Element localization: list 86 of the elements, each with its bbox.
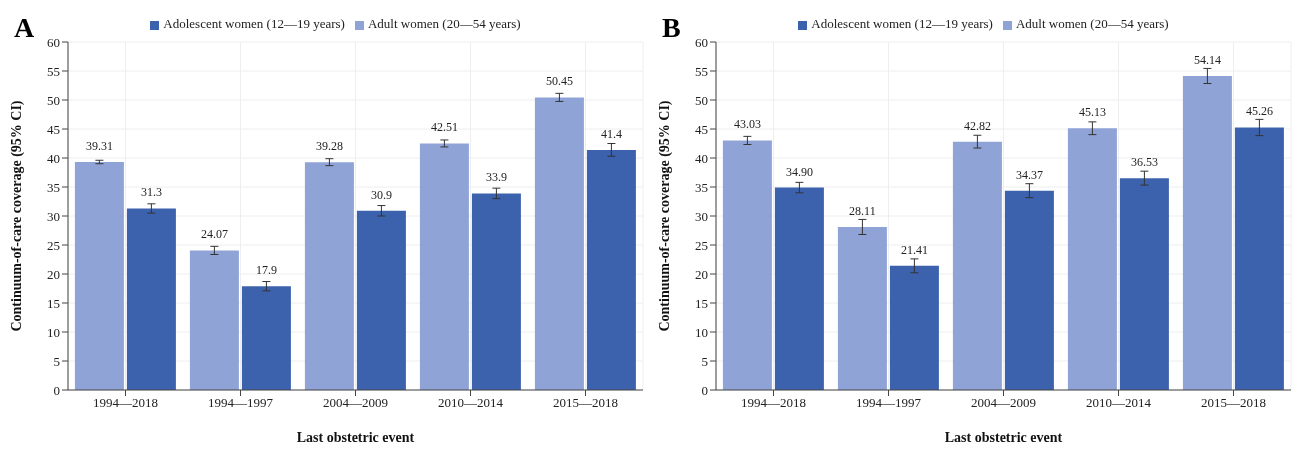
- y-tick-label: 5: [701, 353, 708, 369]
- y-tick-label: 50: [47, 92, 60, 108]
- data-label: 36.53: [1130, 155, 1158, 170]
- bar: [74, 162, 124, 390]
- y-tick-label: 50: [695, 92, 708, 108]
- data-label: 42.82: [963, 118, 991, 133]
- y-tick-label: 5: [53, 353, 60, 369]
- y-tick-label: 55: [695, 63, 708, 79]
- data-label: 39.28: [315, 139, 343, 154]
- bar: [1067, 128, 1117, 390]
- x-tick-label: 2010—2014: [438, 395, 504, 411]
- legend-label: Adolescent women (12—19 years): [811, 16, 993, 31]
- bar: [722, 140, 772, 390]
- bar: [241, 286, 291, 390]
- legend-label: Adult women (20—54 years): [1015, 16, 1169, 31]
- bar: [189, 250, 239, 390]
- y-tick-label: 15: [47, 295, 60, 311]
- x-tick-label: 2004—2009: [323, 395, 388, 411]
- legend-label: Adolescent women (12—19 years): [163, 16, 345, 31]
- data-label: 33.9: [485, 170, 507, 185]
- y-tick-label: 20: [47, 266, 60, 282]
- y-tick-label: 40: [47, 150, 60, 166]
- data-label: 50.45: [545, 74, 573, 89]
- y-tick-label: 55: [47, 63, 60, 79]
- y-tick-label: 60: [695, 34, 708, 50]
- data-label: 31.3: [140, 185, 162, 200]
- y-tick-label: 60: [47, 34, 60, 50]
- data-label: 21.41: [900, 242, 928, 257]
- y-axis-title: Continuum-of-care coverage (95% CI): [656, 100, 673, 332]
- data-label: 34.37: [1015, 167, 1043, 182]
- x-tick-label: 2015—2018: [1201, 395, 1266, 411]
- x-tick-label: 2015—2018: [553, 395, 618, 411]
- x-tick-label: 2010—2014: [1086, 395, 1152, 411]
- bar: [1182, 75, 1232, 390]
- data-label: 39.31: [85, 139, 113, 153]
- x-tick-label: 1994—1997: [856, 395, 922, 411]
- x-tick-label: 1994—2018: [741, 395, 806, 411]
- y-tick-label: 10: [695, 324, 708, 340]
- y-axis-title: Continuum-of-care coverage (95% CI): [8, 100, 25, 332]
- data-label: 42.51: [430, 120, 458, 135]
- bar: [774, 187, 824, 390]
- bar: [356, 210, 406, 390]
- bar: [304, 162, 354, 390]
- data-label: 43.03: [733, 117, 761, 132]
- x-tick-label: 1994—2018: [93, 395, 158, 411]
- data-label: 28.11: [849, 203, 876, 218]
- y-tick-label: 25: [695, 237, 708, 253]
- legend-label: Adult women (20—54 years): [367, 16, 521, 31]
- y-tick-label: 35: [47, 179, 60, 195]
- y-tick-label: 0: [53, 382, 60, 398]
- bar: [1004, 190, 1054, 390]
- y-tick-label: 45: [47, 121, 60, 137]
- chart-title: B: [662, 12, 681, 44]
- bar: [952, 141, 1002, 390]
- y-tick-label: 20: [695, 266, 708, 282]
- data-label: 45.26: [1245, 104, 1273, 119]
- x-tick-label: 2004—2009: [971, 395, 1036, 411]
- bar: [534, 97, 584, 390]
- y-tick-label: 45: [695, 121, 708, 137]
- bar: [419, 143, 469, 390]
- data-label: 17.9: [255, 263, 277, 278]
- data-label: 34.90: [785, 164, 813, 179]
- data-label: 41.4: [600, 126, 622, 141]
- bar: [1234, 127, 1284, 390]
- x-axis-title: Last obstetric event: [296, 430, 415, 445]
- y-tick-label: 25: [47, 237, 60, 253]
- data-label: 45.13: [1078, 105, 1106, 120]
- bar: [837, 226, 887, 390]
- y-tick-label: 40: [695, 150, 708, 166]
- bar: [126, 208, 176, 390]
- bar: [586, 149, 636, 390]
- bar: [889, 265, 939, 390]
- data-label: 30.9: [370, 187, 392, 202]
- x-axis-title: Last obstetric event: [944, 430, 1063, 445]
- bar: [1119, 178, 1169, 390]
- data-label: 24.07: [200, 227, 228, 242]
- y-tick-label: 10: [47, 324, 60, 340]
- y-tick-label: 30: [695, 208, 708, 224]
- data-label: 54.14: [1193, 52, 1221, 67]
- chart-title: A: [14, 12, 35, 44]
- x-tick-label: 1994—1997: [208, 395, 274, 411]
- y-tick-label: 15: [695, 295, 708, 311]
- y-tick-label: 35: [695, 179, 708, 195]
- bar: [471, 193, 521, 390]
- y-tick-label: 30: [47, 208, 60, 224]
- y-tick-label: 0: [701, 382, 708, 398]
